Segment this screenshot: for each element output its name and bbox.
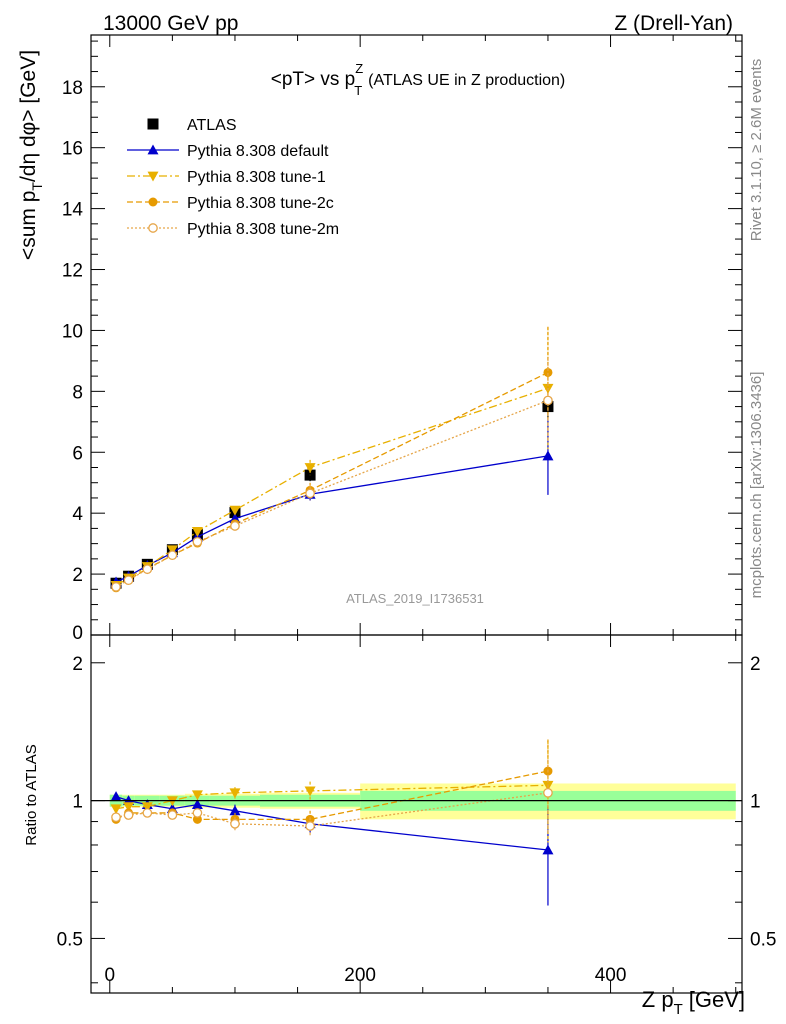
- y-tick-label-zero: 0: [72, 623, 83, 644]
- top-series-line-2: [115, 387, 549, 586]
- y-tick-label-top: 2: [72, 565, 83, 586]
- legend-label-4: Pythia 8.308 tune-2m: [187, 221, 339, 238]
- x-tick-label: 400: [595, 965, 627, 986]
- ratio-point-1-4: [191, 799, 203, 810]
- y-tick-label-top: 12: [62, 261, 83, 282]
- ratio-point-4-4: [192, 808, 203, 818]
- legend: ATLAS Pythia 8.308 default Pythia 8.308 tu…: [127, 117, 339, 238]
- legend-marker-2: [147, 171, 159, 182]
- ratio-point-2-0: [110, 804, 122, 815]
- y-tick-label-ratio: 1: [72, 792, 83, 813]
- legend-marker-0: [147, 118, 159, 130]
- legend-marker-1: [147, 144, 159, 155]
- legend-label-2: Pythia 8.308 tune-1: [187, 169, 326, 186]
- y-tick-label-top: 8: [72, 382, 83, 403]
- ratio-point-4-0: [111, 812, 121, 823]
- ratio-point-1-0: [110, 791, 122, 802]
- ratio-panel-frame: [90, 634, 743, 994]
- top-point-2-4: [191, 527, 203, 537]
- y-axis-label-top: <sum pT/dη dφ> [GeV]: [17, 50, 45, 260]
- ratio-point-1-5: [229, 805, 241, 816]
- ratio-series-line-3: [115, 770, 549, 821]
- mcplots-label: mcplots.cern.ch [arXiv:1306.3436]: [748, 372, 765, 599]
- y-tick-label-ratio-right: 0.5: [750, 929, 776, 950]
- ratio-point-2-2: [141, 802, 153, 813]
- x-tick-label: 0: [104, 965, 115, 986]
- legend-marker-3: [148, 197, 158, 207]
- top-series-line-1: [115, 455, 549, 583]
- y-tick-label-ratio: 0.5: [57, 929, 83, 950]
- top-point-4-5: [230, 521, 240, 531]
- y-axis-label-ratio: Ratio to ATLAS: [23, 744, 40, 845]
- top-point-1-7: [542, 450, 554, 461]
- legend-label-3: Pythia 8.308 tune-2c: [187, 195, 334, 212]
- x-axis-label: Z pT [GeV]: [642, 987, 745, 1018]
- y-tick-label-top: 10: [62, 321, 83, 342]
- ratio-panel-series: [91, 739, 742, 906]
- top-point-3-7: [543, 367, 553, 377]
- top-point-4-3: [167, 550, 178, 561]
- top-point-4-0: [111, 582, 121, 592]
- ratio-series-line-2: [115, 784, 548, 810]
- rivet-version-label: Rivet 3.1.10, ≥ 2.6M events: [748, 59, 765, 242]
- ratio-point-4-1: [123, 810, 134, 820]
- header-right: Z (Drell-Yan): [614, 12, 733, 35]
- legend-label-1: Pythia 8.308 default: [187, 143, 329, 160]
- y-tick-label-ratio-right: 1: [750, 792, 761, 813]
- top-panel-series: [110, 326, 554, 593]
- ratio-series-line-4: [115, 792, 549, 827]
- ratio-point-4-5: [230, 818, 240, 829]
- ratio-point-4-2: [142, 808, 153, 818]
- ratio-point-4-6: [305, 821, 315, 831]
- x-tick-label: 200: [344, 965, 376, 986]
- legend-label-0: ATLAS: [187, 117, 237, 134]
- ratio-point-2-5: [229, 788, 241, 799]
- top-point-0-7: [542, 401, 554, 413]
- top-series-line-4: [115, 399, 549, 588]
- ratio-point-4-3: [167, 810, 178, 820]
- y-tick-label-top: 6: [72, 443, 83, 464]
- plot-title: <pT> vs pZ T(ATLAS UE in Z production): [271, 61, 566, 98]
- y-tick-label-ratio: 2: [72, 654, 83, 675]
- top-point-2-5: [229, 505, 241, 516]
- analysis-id: ATLAS_2019_I1736531: [346, 591, 484, 606]
- top-point-4-4: [192, 536, 203, 547]
- y-tick-label-top: 14: [62, 200, 84, 221]
- top-point-4-1: [123, 575, 134, 586]
- y-tick-label-top: 16: [62, 139, 83, 160]
- top-point-2-3: [166, 545, 178, 556]
- legend-marker-4: [148, 223, 158, 233]
- ratio-point-4-7: [543, 787, 553, 798]
- ratio-point-2-1: [123, 802, 135, 813]
- header-left: 13000 GeV pp: [103, 12, 238, 35]
- top-series-line-3: [115, 371, 549, 589]
- ratio-point-1-7: [542, 844, 554, 855]
- y-tick-label-top: 18: [62, 78, 83, 99]
- top-point-4-2: [142, 564, 153, 575]
- top-point-2-6: [304, 463, 316, 473]
- y-tick-label-ratio-right: 2: [750, 654, 761, 675]
- ratio-point-2-6: [304, 786, 316, 797]
- top-point-4-7: [543, 395, 553, 406]
- ratio-point-2-4: [191, 790, 203, 801]
- y-tick-label-top: 4: [72, 504, 83, 525]
- top-point-4-6: [305, 488, 315, 499]
